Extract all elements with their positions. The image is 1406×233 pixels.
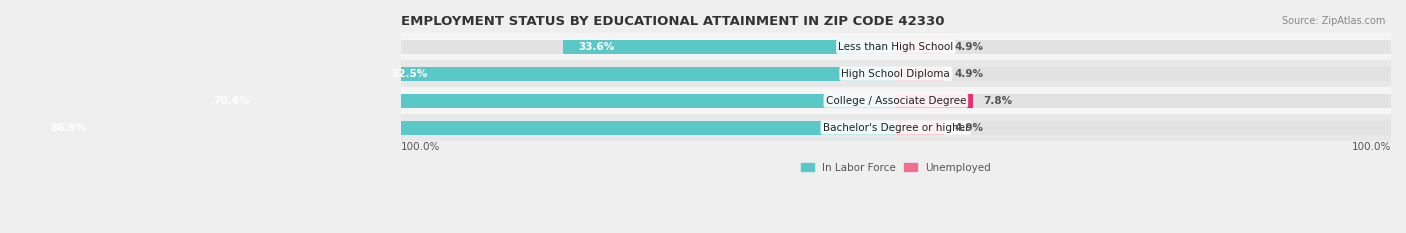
Text: EMPLOYMENT STATUS BY EDUCATIONAL ATTAINMENT IN ZIP CODE 42330: EMPLOYMENT STATUS BY EDUCATIONAL ATTAINM… bbox=[401, 15, 945, 28]
Bar bbox=[896, 121, 945, 135]
Text: Less than High School: Less than High School bbox=[838, 42, 953, 52]
Bar bbox=[401, 114, 1391, 141]
Bar bbox=[401, 94, 1391, 108]
Text: 4.9%: 4.9% bbox=[955, 123, 983, 133]
Text: Bachelor's Degree or higher: Bachelor's Degree or higher bbox=[823, 123, 969, 133]
Bar bbox=[401, 33, 1391, 60]
Text: 7.8%: 7.8% bbox=[983, 96, 1012, 106]
Text: 100.0%: 100.0% bbox=[1351, 142, 1391, 152]
Text: Source: ZipAtlas.com: Source: ZipAtlas.com bbox=[1281, 16, 1385, 26]
Text: 70.4%: 70.4% bbox=[214, 96, 250, 106]
Bar bbox=[401, 121, 1391, 135]
Bar bbox=[401, 87, 1391, 114]
Bar bbox=[896, 40, 945, 54]
Text: 52.5%: 52.5% bbox=[391, 69, 427, 79]
Bar bbox=[564, 40, 896, 54]
Text: 4.9%: 4.9% bbox=[955, 69, 983, 79]
Bar bbox=[401, 67, 1391, 81]
Bar bbox=[401, 60, 1391, 87]
Bar bbox=[896, 94, 973, 108]
Bar bbox=[35, 121, 896, 135]
Text: 4.9%: 4.9% bbox=[955, 42, 983, 52]
Text: 33.6%: 33.6% bbox=[578, 42, 614, 52]
Bar bbox=[198, 94, 896, 108]
Text: High School Diploma: High School Diploma bbox=[842, 69, 950, 79]
Bar bbox=[896, 67, 945, 81]
Bar bbox=[401, 40, 1391, 54]
Bar bbox=[375, 67, 896, 81]
Text: 100.0%: 100.0% bbox=[401, 142, 440, 152]
Text: College / Associate Degree: College / Associate Degree bbox=[825, 96, 966, 106]
Legend: In Labor Force, Unemployed: In Labor Force, Unemployed bbox=[797, 158, 995, 177]
Text: 86.9%: 86.9% bbox=[51, 123, 86, 133]
